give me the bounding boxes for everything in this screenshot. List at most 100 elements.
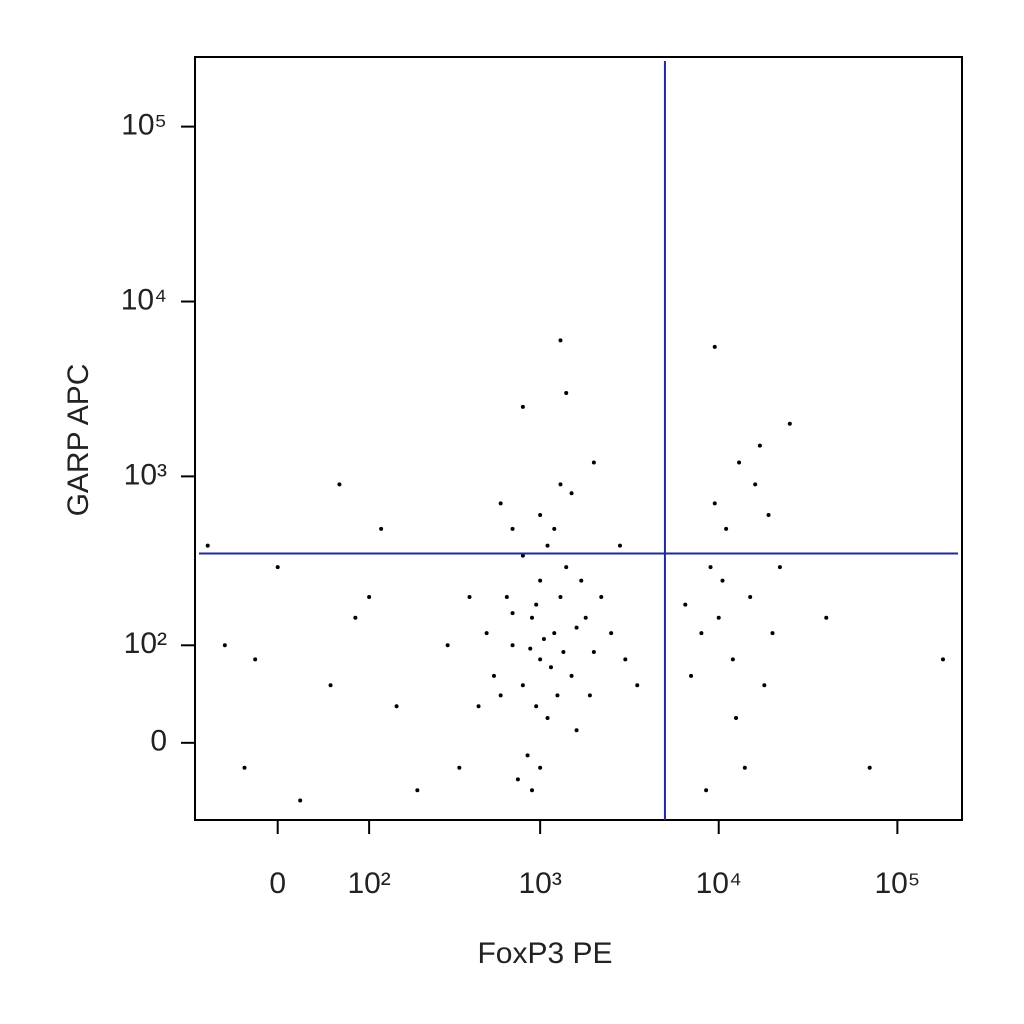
event-dot <box>484 631 489 636</box>
event-dot <box>491 673 496 678</box>
event-dot <box>591 460 596 465</box>
event-dot <box>242 765 247 770</box>
event-dot <box>558 482 563 487</box>
event-dot <box>824 615 829 620</box>
event-dot <box>520 553 525 558</box>
event-dot <box>574 728 579 733</box>
event-dot <box>724 526 729 531</box>
event-dot <box>510 643 515 648</box>
event-dot <box>770 631 775 636</box>
event-dot <box>534 602 539 607</box>
event-dot <box>498 693 503 698</box>
event-dot <box>753 482 758 487</box>
event-dot <box>591 650 596 655</box>
event-dot <box>529 615 534 620</box>
event-dot <box>940 657 945 662</box>
event-dot <box>510 526 515 531</box>
y-axis-label: GARP APC <box>62 364 95 517</box>
event-dot <box>353 615 358 620</box>
event-dot <box>599 595 604 600</box>
event-dot <box>787 421 792 426</box>
event-dot <box>528 646 533 651</box>
y-tick-label: 10³ <box>124 458 167 491</box>
event-dot <box>515 777 520 782</box>
event-dot <box>545 543 550 548</box>
event-dot <box>587 693 592 698</box>
event-dot <box>699 631 704 636</box>
event-dot <box>623 657 628 662</box>
event-dot <box>298 798 303 803</box>
event-dot <box>564 390 569 395</box>
event-dot <box>635 683 640 688</box>
event-dot <box>467 595 472 600</box>
event-dot <box>757 443 762 448</box>
event-dot <box>720 578 725 583</box>
event-dot <box>742 765 747 770</box>
event-dot <box>574 625 579 630</box>
event-dot <box>708 565 713 570</box>
event-dot <box>534 704 539 709</box>
event-dot <box>445 643 450 648</box>
event-dot <box>541 637 546 642</box>
event-dot <box>579 578 584 583</box>
x-tick-label: 0 <box>269 867 286 900</box>
event-dot <box>748 595 753 600</box>
event-dot <box>525 753 530 758</box>
event-dot <box>545 715 550 720</box>
event-dot <box>538 657 543 662</box>
event-dot <box>558 595 563 600</box>
event-dot <box>617 543 622 548</box>
event-dot <box>222 643 227 648</box>
y-tick-label: 10⁴ <box>121 283 167 316</box>
event-dot <box>275 565 280 570</box>
x-axis-label: FoxP3 PE <box>477 937 612 970</box>
event-dot <box>253 657 258 662</box>
event-dot <box>564 565 569 570</box>
x-tick-label: 10⁴ <box>696 867 742 900</box>
event-dot <box>520 683 525 688</box>
x-tick-label: 10⁵ <box>874 867 920 900</box>
event-dot <box>367 595 372 600</box>
event-dot <box>569 673 574 678</box>
y-tick-label: 10² <box>124 627 167 660</box>
plot-frame <box>194 56 963 821</box>
event-dot <box>529 788 534 793</box>
event-dot <box>737 460 742 465</box>
y-tick-label: 10⁵ <box>121 109 167 142</box>
event-dot <box>555 693 560 698</box>
y-tick-label: 0 <box>150 725 167 758</box>
event-dot <box>510 611 515 616</box>
event-dot <box>552 631 557 636</box>
event-dot <box>712 501 717 506</box>
event-dot <box>520 404 525 409</box>
event-dot <box>538 513 543 518</box>
event-dot <box>476 704 481 709</box>
event-dot <box>730 657 735 662</box>
event-dot <box>712 344 717 349</box>
event-dot <box>498 501 503 506</box>
event-dot <box>457 765 462 770</box>
event-dot <box>415 788 420 793</box>
event-dot <box>583 615 588 620</box>
event-dot <box>766 513 771 518</box>
event-dot <box>379 526 384 531</box>
event-dot <box>561 650 566 655</box>
event-dot <box>504 595 509 600</box>
event-dot <box>762 683 767 688</box>
event-dot <box>609 631 614 636</box>
event-dot <box>867 765 872 770</box>
event-dot <box>558 338 563 343</box>
event-dot <box>328 683 333 688</box>
event-dot <box>569 491 574 496</box>
event-dot <box>337 482 342 487</box>
event-dot <box>538 765 543 770</box>
x-tick-label: 10² <box>347 867 390 900</box>
event-dot <box>205 543 210 548</box>
event-dot <box>777 565 782 570</box>
event-dot <box>704 788 709 793</box>
event-dot <box>394 704 399 709</box>
x-tick-label: 10³ <box>518 867 561 900</box>
event-dot <box>689 673 694 678</box>
event-dot <box>552 526 557 531</box>
